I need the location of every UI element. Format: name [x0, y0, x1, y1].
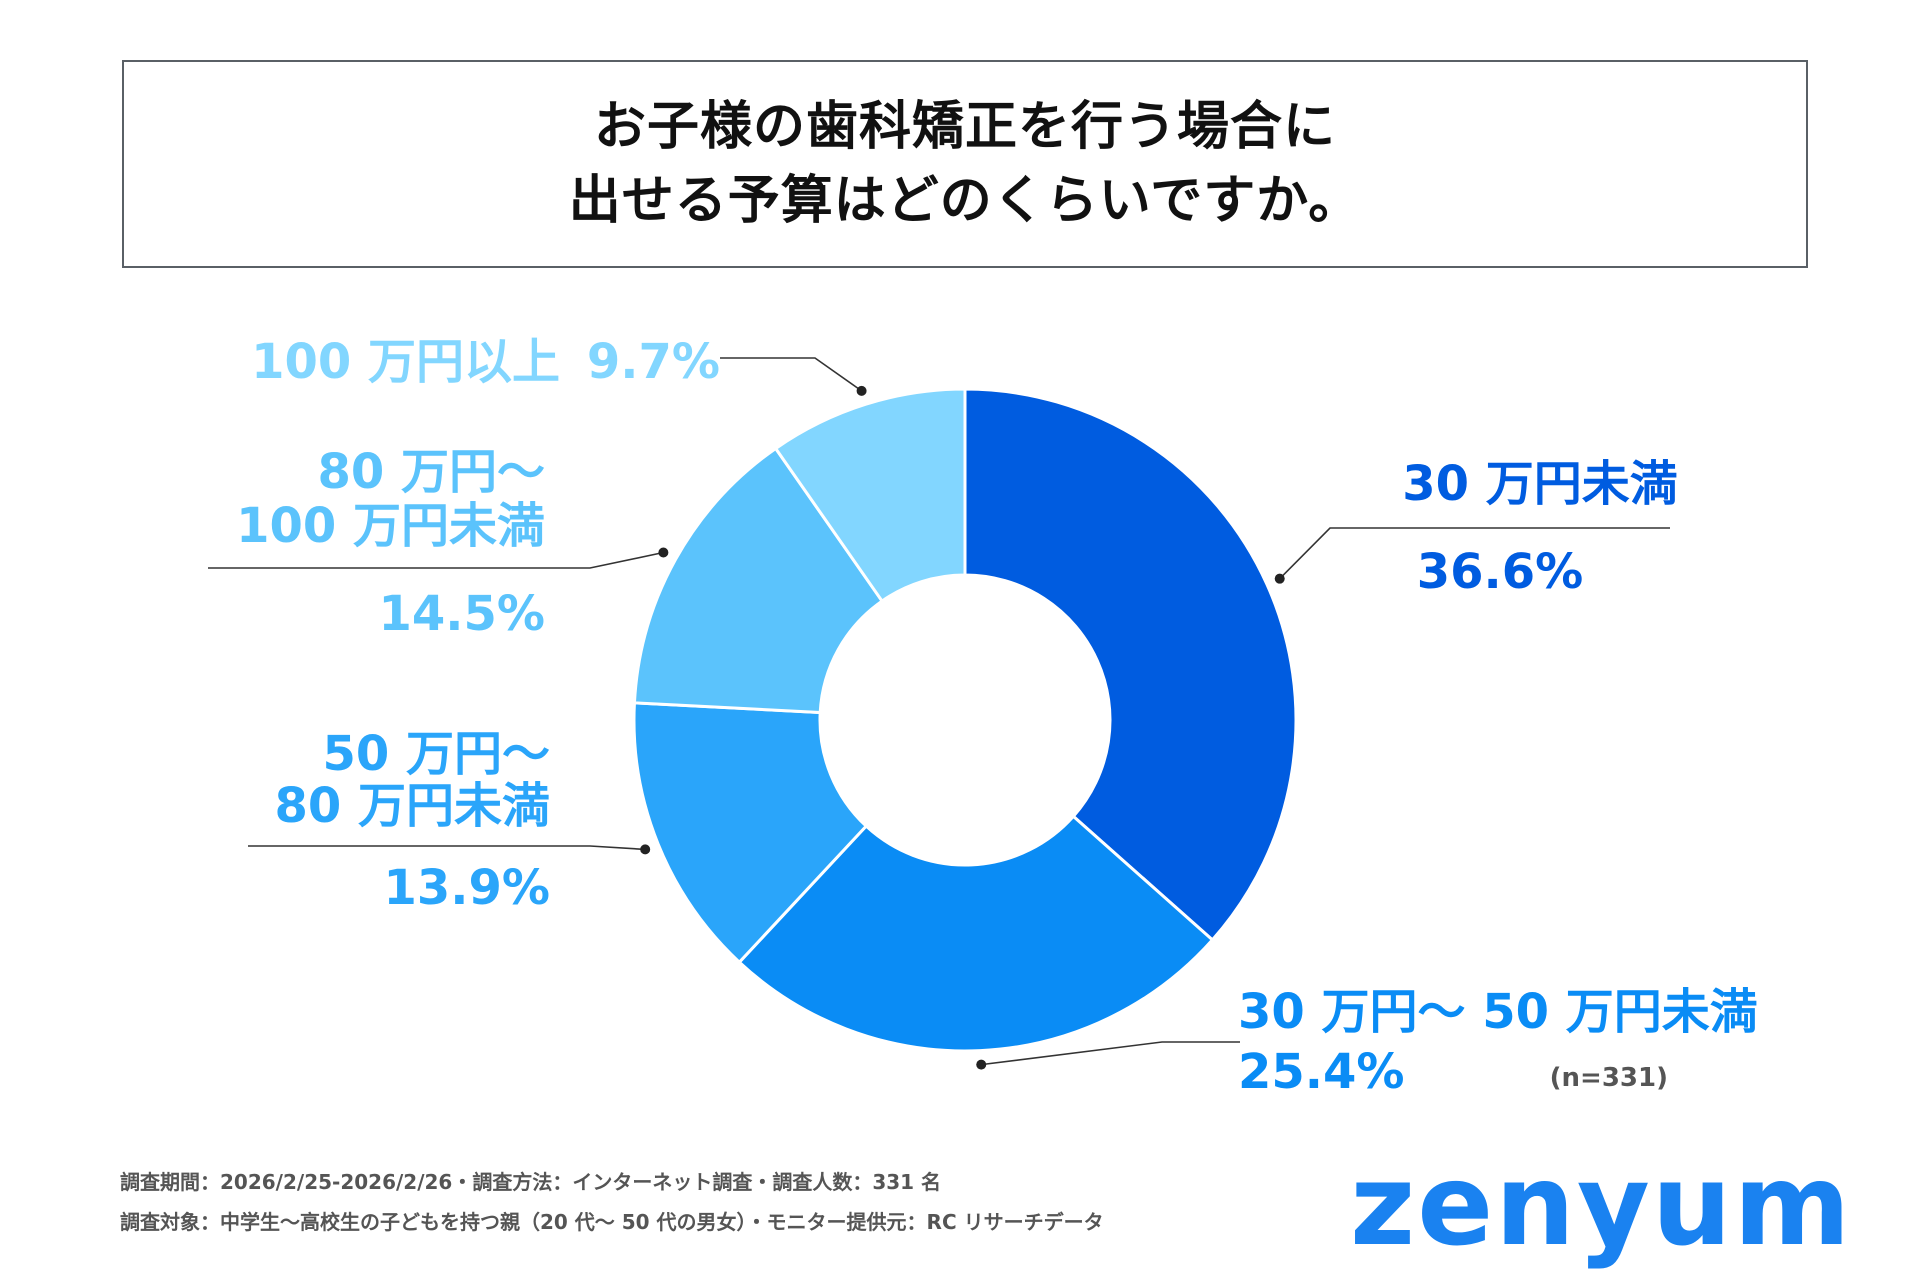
title-box: お子様の歯科矯正を行う場合に 出せる予算はどのくらいですか。 [122, 60, 1808, 268]
leader-dot-2 [976, 1059, 987, 1070]
leader-line-3 [248, 845, 646, 851]
survey-period-note: 調査期間：2026/2/25-2026/2/26・調査方法：インターネット調査・… [120, 1170, 942, 1194]
survey-target-note: 調査対象：中学生〜高校生の子どもを持つ親（20 代〜 50 代の男女）・モニター… [120, 1210, 1104, 1234]
slice-3-label-line-1: 50 万円〜 [322, 726, 550, 782]
slice-1-label-line-1: 30 万円未満 [1402, 456, 1678, 512]
leader-dot-1 [1274, 573, 1285, 584]
slice-4-percent: 14.5% [378, 586, 545, 642]
leader-line-4 [208, 551, 664, 569]
leader-line-2 [981, 1041, 1240, 1066]
slice-5-percent: 9.7% [587, 334, 720, 390]
sample-size-note: (n=331) [1550, 1063, 1668, 1093]
chart-title-line-2: 出せる予算はどのくらいですか。 [568, 171, 1362, 231]
slice-3 [632, 701, 869, 965]
slice-4-label-line-2: 100 万円未満 [236, 498, 545, 554]
slice-5 [773, 387, 967, 604]
slice-5-label-line-1: 100 万円以上 [251, 334, 560, 390]
leader-line-1 [1279, 527, 1670, 580]
slice-3-label-line-2: 80 万円未満 [274, 778, 550, 834]
slice-1 [963, 387, 1298, 943]
slice-2-label-line-1: 30 万円〜 50 万円未満 [1238, 984, 1758, 1040]
leader-dot-3 [640, 844, 651, 855]
leader-dot-5 [856, 385, 867, 396]
leader-dot-4 [658, 547, 669, 558]
slice-4-label-line-1: 80 万円〜 [317, 444, 545, 500]
slice-3-percent: 13.9% [383, 860, 550, 916]
zenyum-logo: zenyum [1350, 1141, 1853, 1271]
slice-1-percent: 36.6% [1417, 544, 1584, 600]
chart-title-line-1: お子様の歯科矯正を行う場合に [593, 97, 1336, 157]
leader-line-5 [720, 357, 863, 392]
slice-2 [737, 814, 1215, 1053]
slice-2-percent: 25.4% [1238, 1044, 1405, 1100]
